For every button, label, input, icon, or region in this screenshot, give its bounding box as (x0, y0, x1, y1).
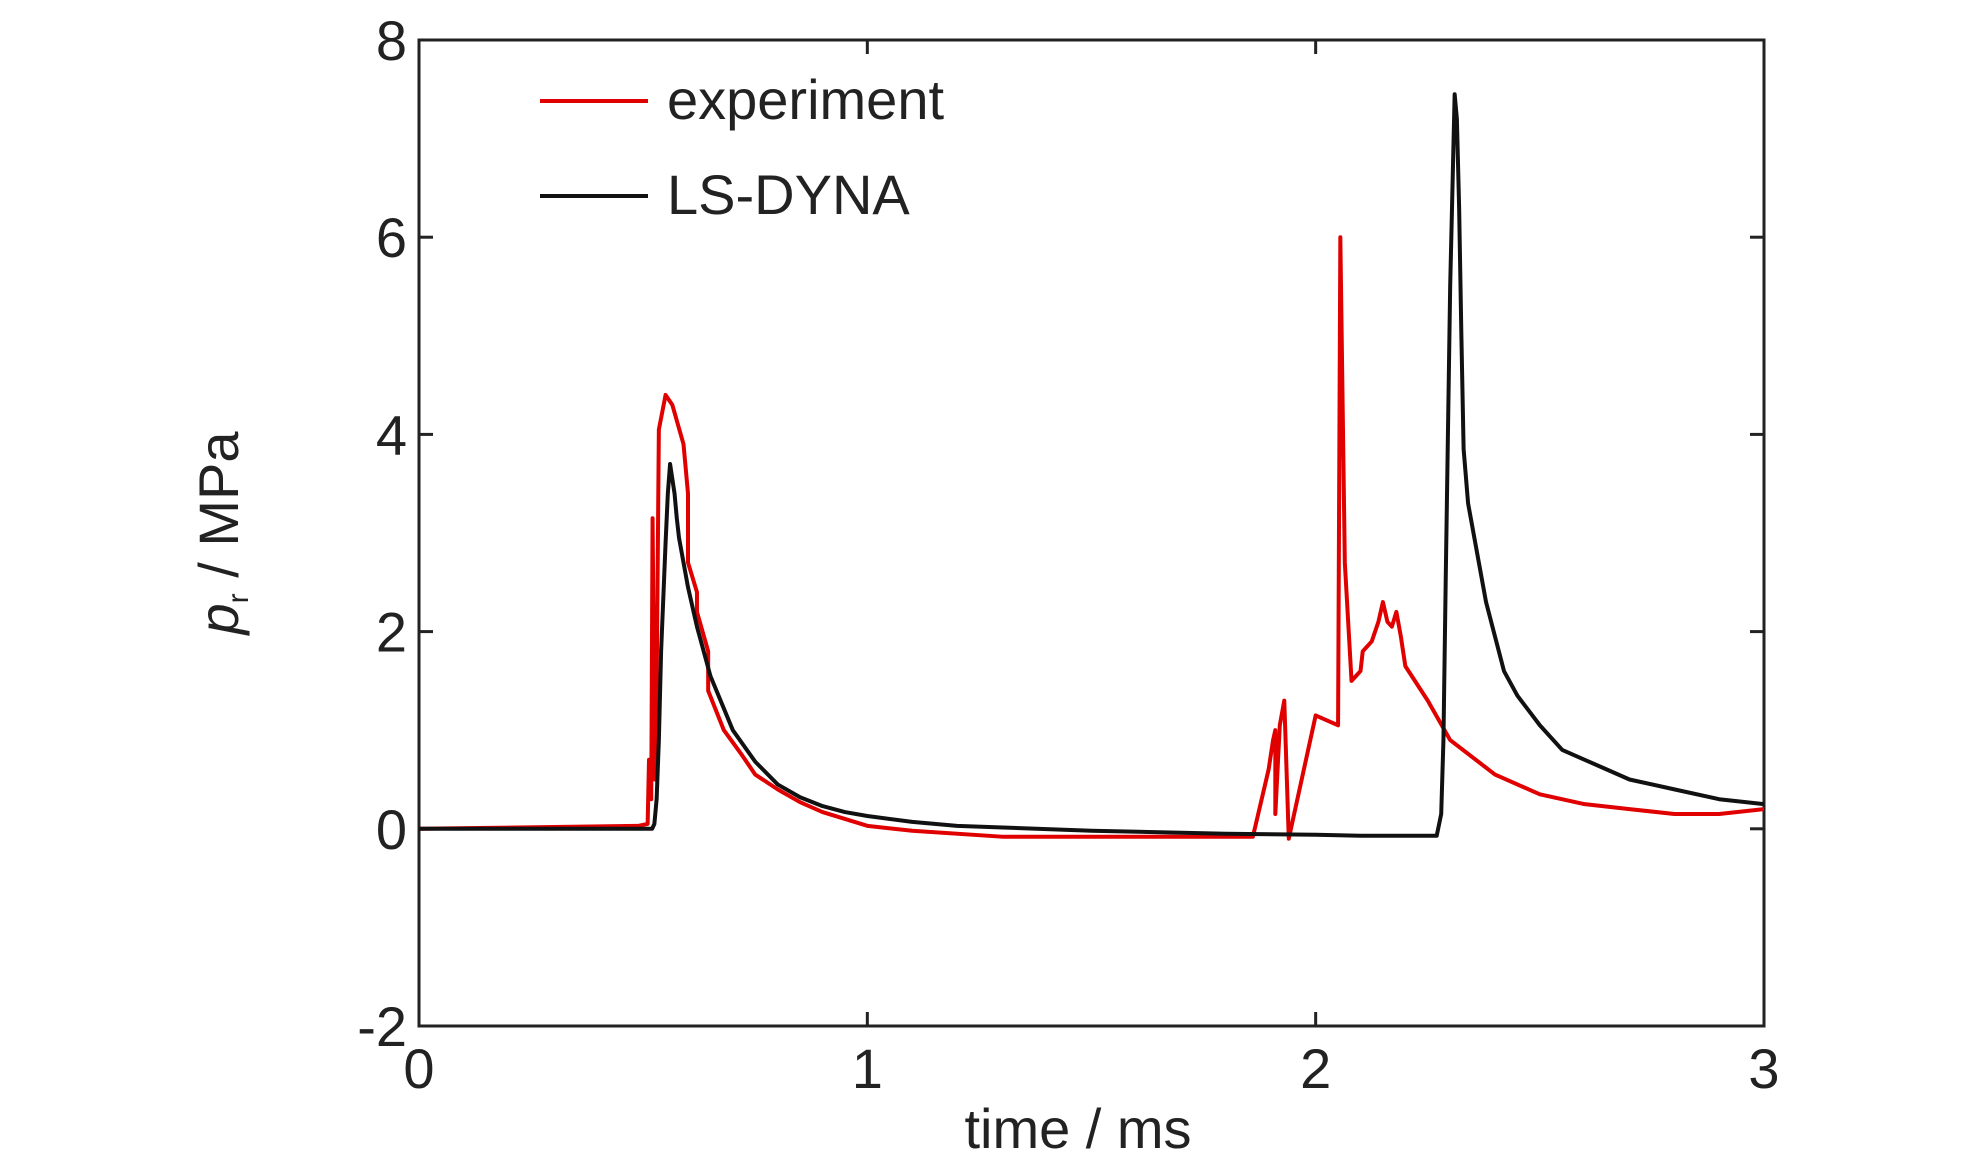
series-line-experiment (419, 235, 1764, 841)
y-axis-title-unit: / MPa (187, 431, 250, 594)
y-tick-label: 2 (376, 601, 407, 664)
y-tick-label: 4 (376, 403, 407, 466)
y-tick-label: 0 (376, 798, 407, 861)
legend-label-ls-dyna: LS-DYNA (667, 163, 910, 226)
x-tick-label: 2 (1300, 1037, 1331, 1100)
series-line-ls-dyna (419, 92, 1764, 838)
x-tick-label: 1 (852, 1037, 883, 1100)
y-tick-label: 8 (376, 9, 407, 72)
x-tick-label: 3 (1748, 1037, 1779, 1100)
series-layer (419, 92, 1764, 841)
y-axis-title-subscript: r (222, 593, 255, 603)
legend-label-experiment: experiment (667, 68, 944, 131)
legend: experiment LS-DYNA (540, 68, 944, 226)
y-tick-label: -2 (357, 995, 407, 1058)
y-tick-label: 6 (376, 206, 407, 269)
svg-text:pr / MPa: pr / MPa (187, 431, 255, 637)
plot-area-frame (417, 38, 1766, 1028)
x-tick-label: 0 (403, 1037, 434, 1100)
y-axis-title: pr / MPa (187, 431, 255, 637)
y-axis-title-main: p (187, 603, 250, 636)
x-axis-title: time / ms (964, 1097, 1191, 1157)
